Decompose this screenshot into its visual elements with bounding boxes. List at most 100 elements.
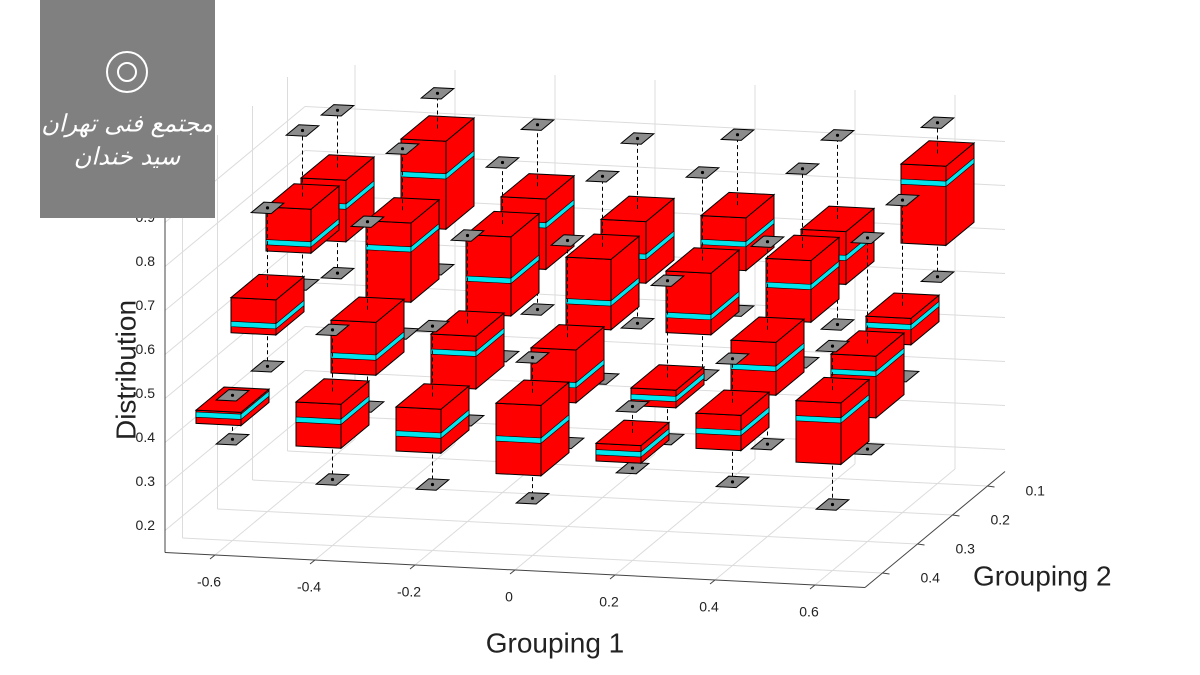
whisker-marker-dot — [735, 133, 740, 137]
box-front — [795, 400, 842, 465]
median-band — [240, 390, 270, 421]
whisker-marker-dot — [765, 240, 770, 244]
x-tick-label: 0.6 — [799, 604, 819, 620]
whisker-marker-dot — [635, 136, 640, 141]
median-band — [575, 358, 605, 389]
grid-line — [164, 414, 306, 531]
whisker-marker-dot — [730, 480, 735, 484]
box-front — [230, 297, 277, 336]
tick-mark — [709, 579, 716, 585]
whisker-marker-dot — [700, 170, 705, 175]
whisker-marker-dot — [935, 121, 940, 125]
whisker-marker-dot — [665, 279, 670, 283]
median-band — [445, 149, 475, 180]
median-band — [875, 347, 905, 378]
whisker-marker-dot — [365, 220, 370, 224]
whisker-marker-dot — [565, 238, 570, 243]
median-band — [640, 427, 670, 458]
box-front — [395, 406, 442, 454]
median-band — [275, 299, 305, 330]
grid-line — [164, 370, 306, 487]
z-tick-label: 0.2 — [136, 517, 156, 533]
whisker-marker-dot — [630, 404, 635, 409]
tick-mark — [917, 543, 925, 546]
box-front — [765, 257, 812, 323]
plot-area — [194, 87, 976, 511]
tick-mark — [882, 572, 890, 575]
whisker-marker-dot — [935, 275, 940, 279]
grid-line — [214, 438, 356, 556]
median-band — [775, 342, 805, 373]
box — [494, 351, 571, 505]
whisker-marker-dot — [865, 447, 870, 451]
box-front — [365, 220, 412, 303]
whisker-marker-dot — [635, 321, 640, 325]
median-band — [840, 393, 870, 424]
whisker-marker-dot — [535, 123, 540, 127]
whisker-marker-dot — [765, 442, 770, 446]
median-band — [810, 260, 840, 291]
grid-line — [252, 479, 953, 516]
median-band — [645, 230, 675, 261]
z-tick-label: 0.7 — [136, 297, 156, 313]
grid-line — [164, 150, 306, 267]
z-tick-label: 0.6 — [136, 341, 156, 357]
box — [429, 229, 506, 427]
median-band — [910, 300, 940, 331]
box — [564, 170, 641, 385]
median-band — [510, 254, 540, 285]
tick-mark — [509, 569, 516, 575]
box — [594, 400, 671, 475]
whisker-marker-dot — [500, 160, 505, 165]
whisker-marker-dot — [230, 393, 235, 397]
box — [394, 319, 471, 491]
box — [899, 116, 976, 283]
tick-mark — [309, 559, 316, 565]
whisker-marker-dot — [535, 307, 540, 312]
box-front — [565, 256, 612, 331]
median-band — [945, 157, 975, 188]
grid-line — [314, 443, 456, 561]
whisker-marker-dot — [265, 206, 270, 210]
z-axis-title: Distribution — [110, 300, 141, 440]
whisker-marker-dot — [430, 324, 435, 328]
axis-line — [164, 552, 866, 588]
box — [664, 166, 741, 382]
median-band — [610, 276, 640, 307]
whisker-marker-dot — [730, 357, 735, 361]
whisker-marker-dot — [900, 198, 905, 202]
z-tick-label: 0.5 — [136, 385, 156, 401]
median-band — [410, 222, 440, 253]
whisker-marker-dot — [230, 437, 235, 441]
box-front — [430, 333, 477, 390]
box — [229, 201, 306, 373]
whisker-marker-dot — [835, 133, 840, 137]
whisker-marker-dot — [600, 174, 605, 178]
logo-text: مجتمع فنی تهران — [41, 110, 213, 138]
tick-mark — [809, 584, 816, 590]
y-tick-label: 0.2 — [991, 512, 1011, 528]
grid-line — [217, 508, 918, 545]
grid-line — [814, 468, 956, 586]
logo-emblem — [117, 62, 137, 82]
box-front — [295, 401, 342, 449]
x-tick-label: -0.6 — [197, 574, 221, 590]
logo-background — [40, 0, 215, 218]
median-band — [475, 327, 505, 358]
box — [194, 386, 271, 446]
x-tick-label: -0.2 — [397, 584, 421, 600]
logo: مجتمع فنی تهران سید خندان — [40, 0, 215, 218]
y-tick-label: 0.3 — [956, 541, 976, 557]
median-band — [675, 372, 705, 403]
whisker-marker-dot — [830, 502, 835, 507]
whisker-marker-dot — [800, 167, 805, 171]
y-tick-label: 0.1 — [1026, 483, 1046, 499]
x-tick-label: 0.2 — [599, 594, 619, 610]
y-tick-label: 0.4 — [921, 570, 941, 586]
median-band — [745, 217, 775, 248]
logo-text: سید خندان — [74, 143, 181, 171]
grid-line — [182, 537, 883, 574]
tick-mark — [952, 514, 960, 517]
median-band — [710, 290, 740, 321]
